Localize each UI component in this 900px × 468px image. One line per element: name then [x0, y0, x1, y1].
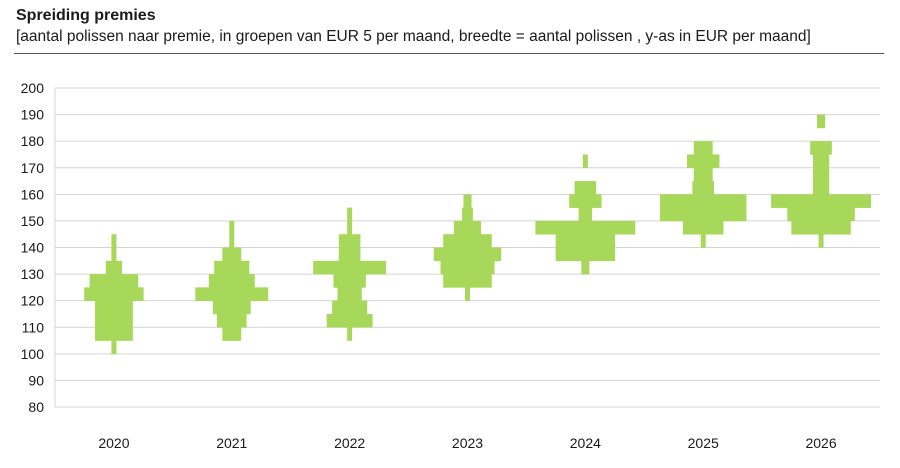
y-tick-label: 170	[21, 160, 45, 176]
bin-bar	[555, 234, 616, 248]
y-tick-label: 200	[21, 80, 45, 96]
bin-bar	[581, 260, 590, 275]
bin-bar	[812, 154, 830, 169]
x-tick-label: 2021	[216, 435, 247, 451]
title-divider	[14, 53, 884, 54]
bin-bar	[338, 234, 361, 248]
bin-bar	[222, 247, 242, 262]
series-2021	[195, 220, 269, 341]
y-tick-label: 120	[21, 293, 45, 309]
bin-bar	[660, 207, 747, 222]
bin-bar	[229, 220, 235, 235]
series-2023	[433, 194, 502, 301]
series-2026	[771, 114, 872, 248]
bin-bar	[84, 287, 144, 301]
x-tick-label: 2023	[452, 435, 483, 451]
bin-bar	[687, 154, 720, 169]
bin-bar	[347, 207, 353, 222]
y-tick-label: 160	[21, 186, 45, 202]
bin-bar	[111, 247, 117, 262]
bin-bar	[465, 287, 470, 301]
bin-bar	[332, 300, 368, 315]
x-tick-label: 2024	[570, 435, 601, 451]
bin-bar	[313, 260, 387, 275]
y-tick-label: 100	[21, 346, 45, 362]
x-tick-label: 2026	[805, 435, 836, 451]
bin-bar	[212, 300, 251, 315]
bin-bar	[216, 313, 247, 328]
bin-bar	[338, 247, 361, 262]
bin-bar	[700, 234, 706, 248]
bin-bar	[463, 194, 472, 208]
x-tick-label: 2022	[334, 435, 365, 451]
bin-bar	[95, 313, 133, 328]
y-tick-label: 140	[21, 240, 45, 256]
bin-bar	[771, 194, 872, 208]
y-tick-label: 130	[21, 266, 45, 282]
bin-bar	[89, 274, 139, 288]
bin-bar	[111, 234, 117, 248]
y-tick-label: 90	[28, 372, 44, 388]
bin-bar	[812, 181, 830, 195]
y-tick-label: 110	[22, 319, 45, 335]
bin-bar	[812, 167, 830, 182]
bin-bar	[817, 114, 826, 129]
bin-bar	[440, 260, 495, 275]
series-2020	[84, 234, 144, 355]
bin-bar	[693, 167, 713, 182]
x-tick-label: 2020	[98, 435, 129, 451]
bin-bar	[660, 194, 747, 208]
bin-bar	[214, 260, 250, 275]
bin-bar	[582, 154, 588, 169]
bin-bar	[326, 313, 373, 328]
bin-bar	[462, 207, 473, 222]
bin-bar	[347, 220, 353, 235]
bin-bar	[693, 141, 713, 155]
x-axis-ticks: 2020 2021 2022 2023 2024 2025 2026	[98, 435, 837, 451]
bin-bar	[222, 327, 242, 341]
distribution-bars	[84, 114, 872, 355]
bin-bar	[555, 247, 616, 262]
bin-bar	[95, 300, 133, 315]
bin-bar	[433, 247, 502, 262]
bin-bar	[682, 220, 724, 235]
bin-bar	[229, 234, 235, 248]
bin-bar	[818, 234, 824, 248]
bin-bar	[578, 207, 593, 222]
series-2025	[660, 141, 747, 248]
bin-bar	[787, 207, 855, 222]
bin-bar	[337, 287, 362, 301]
bin-bar	[195, 287, 269, 301]
bin-bar	[347, 327, 353, 341]
bin-bar	[791, 220, 851, 235]
bin-bar	[208, 274, 255, 288]
bin-bar	[569, 194, 602, 208]
bin-bar	[443, 234, 492, 248]
y-tick-label: 190	[21, 107, 45, 123]
bin-bar	[454, 220, 481, 235]
y-tick-label: 80	[28, 399, 44, 415]
bin-bar	[333, 274, 366, 288]
bin-bar	[111, 340, 117, 355]
bin-bar	[692, 181, 715, 195]
chart-subtitle: [aantal polissen naar premie, in groepen…	[16, 28, 811, 45]
y-axis-ticks: 80 90 100 110 120 130 140 150 160 170 180 190 200	[21, 80, 45, 415]
y-tick-label: 180	[21, 133, 45, 149]
chart-title: Spreiding premies	[16, 7, 156, 24]
bin-bar	[105, 260, 123, 275]
bin-bar	[810, 141, 832, 155]
bin-bar	[95, 327, 133, 341]
bin-bar	[574, 181, 597, 195]
series-2022	[313, 207, 387, 341]
bin-bar	[443, 274, 492, 288]
x-tick-label: 2025	[688, 435, 719, 451]
series-2024	[535, 154, 636, 275]
bin-bar	[535, 220, 636, 235]
y-tick-label: 150	[21, 213, 45, 229]
